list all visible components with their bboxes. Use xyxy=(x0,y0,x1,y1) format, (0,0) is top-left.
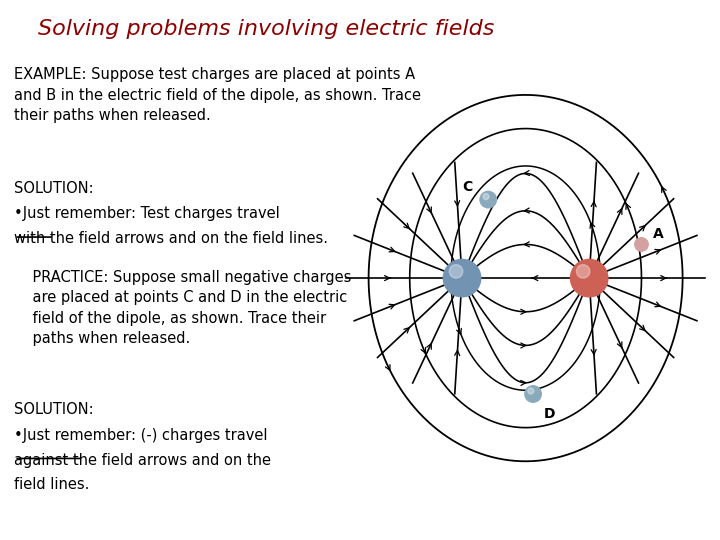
Circle shape xyxy=(570,259,608,297)
Text: •Just remember: (-) charges travel: •Just remember: (-) charges travel xyxy=(14,428,268,443)
Circle shape xyxy=(525,386,541,402)
Text: with the field arrows and on the field lines.: with the field arrows and on the field l… xyxy=(14,231,328,246)
Text: D: D xyxy=(544,408,555,421)
Text: A: A xyxy=(653,227,664,241)
Text: EXAMPLE: Suppose test charges are placed at points A
and B in the electric field: EXAMPLE: Suppose test charges are placed… xyxy=(14,68,421,123)
Circle shape xyxy=(577,265,590,278)
Text: SOLUTION:: SOLUTION: xyxy=(14,402,94,417)
Circle shape xyxy=(635,238,648,251)
Text: Solving problems involving electric fields: Solving problems involving electric fiel… xyxy=(38,19,495,39)
Text: •Just remember: Test charges travel: •Just remember: Test charges travel xyxy=(14,206,280,221)
Text: C: C xyxy=(462,180,472,194)
Circle shape xyxy=(444,259,481,297)
Circle shape xyxy=(528,388,534,394)
Circle shape xyxy=(483,194,489,200)
Text: SOLUTION:: SOLUTION: xyxy=(14,181,94,196)
Circle shape xyxy=(449,265,463,278)
Text: PRACTICE: Suppose small negative charges
    are placed at points C and D in the: PRACTICE: Suppose small negative charges… xyxy=(14,270,352,346)
Text: field lines.: field lines. xyxy=(14,477,90,492)
Text: against the field arrows and on the: against the field arrows and on the xyxy=(14,453,271,468)
Circle shape xyxy=(480,191,497,208)
